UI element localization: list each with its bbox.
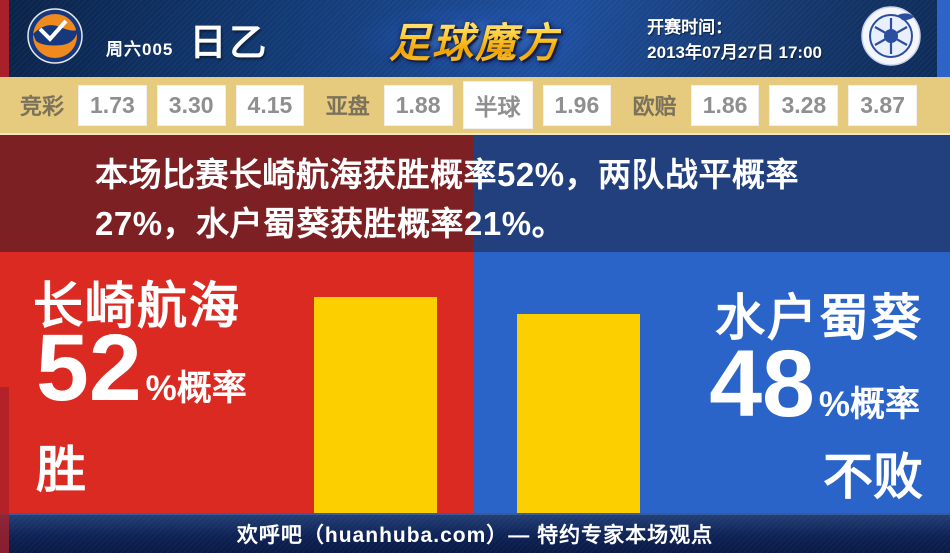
home-probability-suffix: %概率 [145, 369, 247, 408]
away-probability: 48 %概率 [709, 332, 920, 437]
banner-right-background [473, 135, 950, 252]
away-panel: 水户蜀葵 48 %概率 不败 [473, 252, 950, 513]
home-probability: 52 %概率 [36, 316, 247, 421]
home-team-logo-icon [26, 7, 84, 70]
probability-panels: 长崎航海 52 %概率 胜 水户蜀葵 48 %概率 不败 [0, 252, 950, 553]
home-panel: 长崎航海 52 %概率 胜 [0, 252, 473, 513]
footer-source-text: 欢呼吧（huanhuba.com）— 特约专家本场观点 [236, 524, 714, 547]
odds-group-oupei: 欧赔 1.86 3.28 3.87 [632, 84, 917, 126]
odds-bar: 竞彩 1.73 3.30 4.15 亚盘 1.88 半球 1.96 欧赔 1.8… [0, 77, 950, 135]
away-team-logo-icon [860, 5, 922, 72]
home-probability-bar [314, 297, 437, 513]
oupei-home-odds: 1.86 [690, 84, 760, 126]
odds-group-jingcai: 竞彩 1.73 3.30 4.15 [20, 84, 305, 126]
oupei-away-odds: 3.87 [848, 84, 917, 126]
yapan-home-odds: 1.88 [383, 84, 453, 126]
yapan-handicap: 半球 [462, 81, 533, 129]
oupei-label: 欧赔 [632, 94, 677, 119]
away-probability-value: 48 [709, 331, 815, 437]
yapan-away-odds: 1.96 [542, 84, 612, 126]
match-info: 周六005 日乙 [106, 12, 269, 66]
analysis-banner: 本场比赛长崎航海获胜概率52%，两队战平概率27%，水户蜀葵获胜概率21%。 [0, 135, 950, 252]
footer: 欢呼吧（huanhuba.com）— 特约专家本场观点 [0, 513, 950, 553]
home-team-name: 长崎航海 [33, 278, 241, 334]
odds-group-yapan: 亚盘 1.88 半球 1.96 [326, 81, 612, 129]
left-red-edge-stripe [0, 0, 9, 77]
away-probability-bar [517, 314, 640, 513]
match-number: 周六005 [106, 39, 174, 59]
kickoff-datetime: 2013年07月27日 17:00 [647, 43, 822, 62]
brand-glow [355, 4, 595, 73]
oupei-draw-odds: 3.28 [769, 84, 839, 126]
jingcai-home-odds: 1.73 [78, 84, 147, 126]
kickoff-time: 开赛时间： 2013年07月27日 17:00 [647, 15, 822, 65]
league-name: 日乙 [189, 21, 270, 63]
banner-left-background [0, 135, 473, 252]
brand-logo: 足球魔方 [389, 9, 561, 69]
jingcai-draw-odds: 3.30 [156, 84, 226, 126]
away-probability-suffix: %概率 [818, 385, 920, 424]
home-probability-value: 52 [36, 315, 142, 421]
yapan-label: 亚盘 [325, 94, 370, 119]
analysis-text: 本场比赛长崎航海获胜概率52%，两队战平概率27%，水户蜀葵获胜概率21%。 [95, 156, 800, 242]
away-outcome: 不败 [823, 449, 923, 505]
away-team-name: 水户蜀葵 [715, 290, 923, 346]
right-blue-edge-stripe [937, 0, 950, 77]
home-outcome: 胜 [36, 442, 86, 498]
kickoff-label: 开赛时间： [647, 18, 733, 37]
jingcai-away-odds: 4.15 [235, 84, 305, 126]
jingcai-label: 竞彩 [20, 94, 65, 119]
left-red-edge-stripe-lower [0, 387, 9, 553]
header: 周六005 日乙 足球魔方 开赛时间： 2013年07月27日 17:00 [0, 0, 950, 77]
